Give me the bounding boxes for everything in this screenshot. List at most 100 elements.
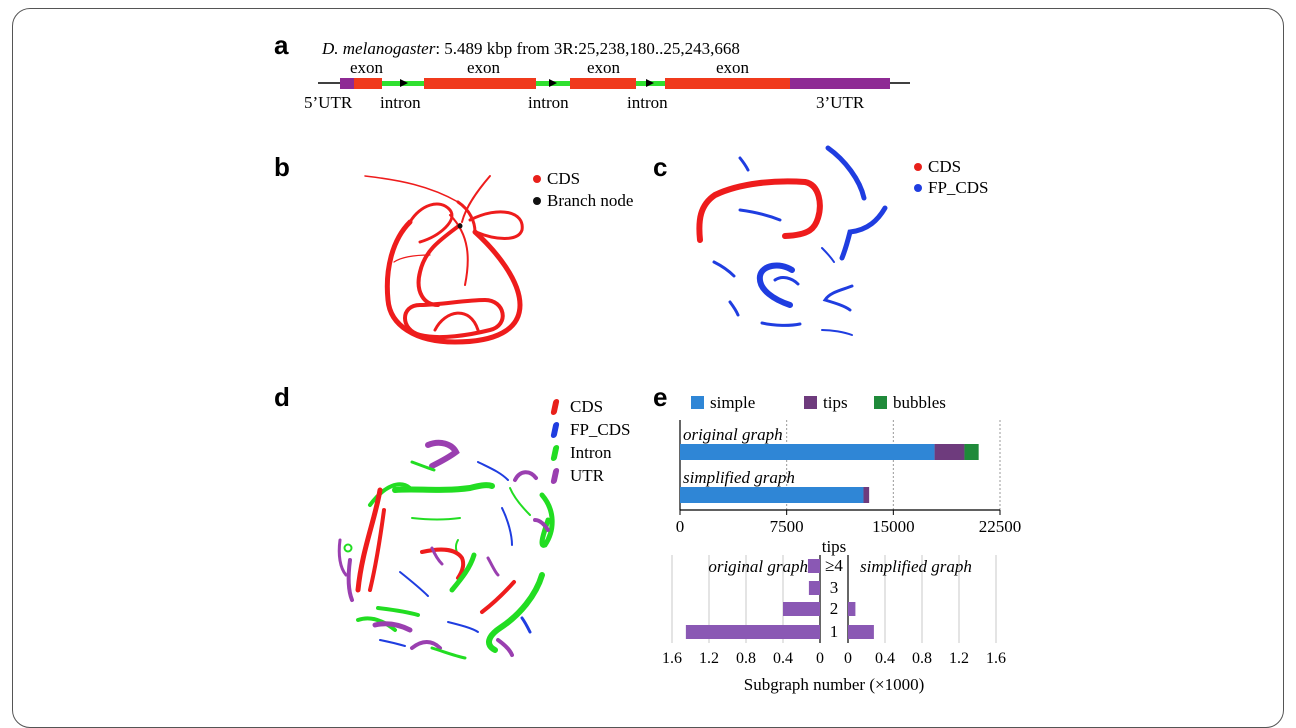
panel-label-b: b bbox=[274, 152, 290, 182]
left-tick-label-4: 0 bbox=[816, 650, 824, 667]
x-tick-label-3: 22500 bbox=[979, 517, 1022, 536]
left-tick-label-1: 1.2 bbox=[699, 650, 719, 667]
bar-tips-1 bbox=[863, 487, 870, 503]
intron-arrow-2 bbox=[549, 79, 557, 87]
left-tick-label-3: 0.4 bbox=[773, 650, 793, 667]
tips-category-label: ≥4 bbox=[825, 556, 843, 575]
exon-label-4: exon bbox=[716, 58, 750, 77]
legend-e-simple-swatch bbox=[691, 396, 704, 409]
exon-block-1 bbox=[354, 78, 382, 89]
bar-simple-1 bbox=[680, 487, 864, 503]
bar-tips-0 bbox=[934, 444, 965, 460]
legend-c-fp: FP_CDS bbox=[914, 179, 988, 197]
bar-category-label: simplified graph bbox=[683, 468, 795, 487]
bar-category-label: original graph bbox=[683, 425, 783, 444]
right-tick-label-2: 0.8 bbox=[912, 650, 932, 667]
tips-subtitle: tips bbox=[822, 537, 847, 556]
legend-c-fp-label: FP_CDS bbox=[928, 178, 989, 197]
legend-d-utr: UTR bbox=[550, 466, 604, 485]
gene-location: : 5.489 kbp from 3R:25,238,180..25,243,6… bbox=[435, 39, 740, 58]
exon-block-4 bbox=[665, 78, 790, 89]
legend-e-tips-label: tips bbox=[823, 393, 848, 412]
legend-d-fp: FP_CDS bbox=[550, 420, 631, 439]
legend-b-branch: Branch node bbox=[533, 192, 633, 210]
legend-b-branch-swatch bbox=[533, 197, 541, 205]
utr5-block bbox=[340, 78, 354, 89]
right-tick-label-1: 0.4 bbox=[875, 650, 895, 667]
legend-c-cds-label: CDS bbox=[928, 157, 962, 176]
intron-arrow-1 bbox=[400, 79, 408, 87]
graph-c bbox=[696, 145, 888, 336]
bar-original-3 bbox=[685, 625, 820, 639]
legend-e-bubbles-swatch bbox=[874, 396, 887, 409]
exon-label-3: exon bbox=[587, 58, 621, 77]
legend-d-cds-label: CDS bbox=[570, 397, 604, 416]
legend-e-tips: tips bbox=[804, 394, 848, 412]
intron-label-3: intron bbox=[627, 93, 668, 112]
utr5-label: 5’UTR bbox=[304, 93, 353, 112]
bar-simplified-3 bbox=[848, 625, 874, 639]
x-tick-label-1: 7500 bbox=[770, 517, 804, 536]
cds-thin-strand bbox=[364, 175, 459, 203]
x-tick-label-0: 0 bbox=[676, 517, 685, 536]
panel-label-c: c bbox=[653, 152, 668, 182]
right-tick-label-3: 1.2 bbox=[949, 650, 969, 667]
exon-label-2: exon bbox=[467, 58, 501, 77]
legend-c-cds: CDS bbox=[914, 158, 961, 176]
bar-original-1 bbox=[808, 581, 820, 595]
legend-c-fp-swatch bbox=[914, 184, 922, 192]
legend-b-branch-label: Branch node bbox=[547, 191, 634, 210]
panel-label-d: d bbox=[274, 382, 290, 412]
utr3-block bbox=[790, 78, 890, 89]
intron-label-2: intron bbox=[528, 93, 569, 112]
left-tick-label-0: 1.6 bbox=[662, 650, 682, 667]
right-title: simplified graph bbox=[860, 557, 972, 576]
left-tick-label-2: 0.8 bbox=[736, 650, 756, 667]
branch-node bbox=[457, 223, 463, 229]
bar-original-2 bbox=[783, 602, 820, 616]
tips-category-label: 2 bbox=[830, 599, 839, 618]
cds-fragment bbox=[696, 178, 823, 243]
legend-e-simple-label: simple bbox=[710, 393, 756, 412]
tips-x-axis-label: Subgraph number (×1000) bbox=[744, 675, 925, 694]
exon-block-3 bbox=[570, 78, 636, 89]
legend-e-simple: simple bbox=[691, 394, 755, 412]
tips-category-label: 3 bbox=[830, 578, 839, 597]
right-tick-label-4: 1.6 bbox=[986, 650, 1006, 667]
intron-label-1: intron bbox=[380, 93, 421, 112]
legend-e-tips-swatch bbox=[804, 396, 817, 409]
cds-top-loop bbox=[468, 210, 524, 240]
legend-b-cds-swatch bbox=[533, 175, 541, 183]
legend-d-intron: Intron bbox=[550, 443, 612, 462]
legend-b-cds: CDS bbox=[533, 170, 580, 188]
legend-b-cds-label: CDS bbox=[547, 169, 581, 188]
graph-d bbox=[337, 439, 555, 660]
gene-structure-diagram bbox=[318, 78, 910, 89]
cds-outer-circle bbox=[384, 219, 523, 345]
cds-bottom-loop bbox=[403, 297, 505, 340]
tips-bar-chart: tips 1.6 1.2 0.8 0.4 0 0 0.4 0.8 1.2 1.6 original g… bbox=[662, 537, 1006, 694]
legend-d-utr-label: UTR bbox=[570, 466, 604, 485]
graph-b bbox=[364, 175, 524, 345]
intron-arrow-3 bbox=[646, 79, 654, 87]
bar-simplified-2 bbox=[848, 602, 856, 616]
bar-simple-0 bbox=[680, 444, 935, 460]
x-tick-label-2: 15000 bbox=[872, 517, 915, 536]
right-tick-label-0: 0 bbox=[844, 650, 852, 667]
legend-d-fp-label: FP_CDS bbox=[570, 420, 631, 439]
legend-d-intron-label: Intron bbox=[570, 443, 612, 462]
species-name: D. melanogaster bbox=[322, 39, 436, 58]
tips-category-label: 1 bbox=[830, 622, 839, 641]
legend-e-bubbles: bubbles bbox=[874, 394, 946, 412]
exon-block-2 bbox=[424, 78, 536, 89]
exon-label-1: exon bbox=[350, 58, 384, 77]
bar-original-0 bbox=[807, 559, 820, 573]
panel-label-a: a bbox=[274, 30, 289, 60]
gene-title: D. melanogaster: 5.489 kbp from 3R:25,23… bbox=[322, 40, 740, 58]
panel-label-e: e bbox=[653, 382, 668, 412]
left-title: original graph bbox=[708, 557, 808, 576]
legend-c-cds-swatch bbox=[914, 163, 922, 171]
stacked-bar-chart: 0 7500 15000 22500 original graph simplified … bbox=[676, 420, 1022, 536]
legend-e-bubbles-label: bubbles bbox=[893, 393, 946, 412]
legend-d-cds: CDS bbox=[550, 397, 604, 416]
